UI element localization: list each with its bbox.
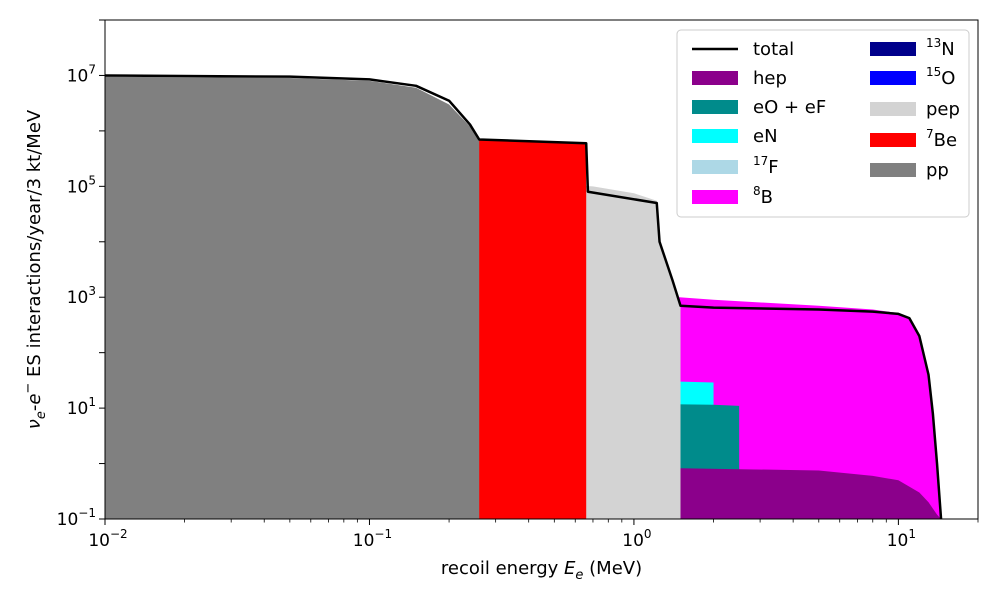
legend-swatch-Be7: [870, 133, 916, 147]
x-tick-label: 10−1: [353, 527, 392, 551]
y-tick-label: 10−1: [57, 506, 96, 530]
legend-swatch-pp: [870, 163, 916, 177]
legend-box: [676, 29, 970, 218]
axes-frame: [104, 19, 979, 520]
legend-swatch-F17: [692, 160, 738, 174]
x-tick-label: 101: [887, 527, 916, 551]
legend-label-O15: 15O: [926, 65, 955, 89]
legend-swatch-O15: [870, 71, 916, 85]
x-axis-label: recoil energy Ee (MeV): [441, 558, 642, 583]
legend-label-pp: pp: [926, 160, 949, 181]
legend-swatch-B8: [692, 190, 738, 204]
legend-swatch-eOeF: [692, 100, 738, 114]
legend-swatch-eN: [692, 129, 738, 143]
legend-swatch-N13: [870, 42, 916, 56]
y-tick-label: 105: [67, 173, 96, 197]
y-tick-label: 103: [67, 284, 96, 308]
y-tick-label: 107: [67, 62, 96, 86]
legend-label-total: total: [753, 39, 794, 60]
legend-swatch-hep: [692, 71, 738, 85]
legend-label-F17: 17F: [753, 154, 779, 178]
legend-label-eN: eN: [753, 126, 778, 147]
series-total-line: [105, 74, 943, 519]
legend-label-N13: 13N: [926, 36, 955, 60]
x-tick-label: 100: [622, 527, 651, 551]
y-tick-label: 101: [67, 395, 96, 419]
y-axis-label: νe-e− ES interactions/year/3 kt/MeV: [21, 109, 49, 429]
legend-label-Be7: 7Be: [926, 127, 957, 151]
legend-label-B8: 8B: [753, 184, 773, 208]
legend-swatch-pep: [870, 102, 916, 116]
legend-label-eOeF: eO + eF: [753, 97, 826, 118]
legend: total hep eO + eF eN 17F 8B 13N 15O pep 7Be pp: [676, 29, 970, 218]
plot-area: [105, 74, 943, 519]
x-tick-label: 10−2: [88, 527, 127, 551]
legend-label-pep: pep: [926, 99, 960, 120]
legend-label-hep: hep: [753, 68, 787, 89]
series-pp-area: [105, 76, 480, 519]
